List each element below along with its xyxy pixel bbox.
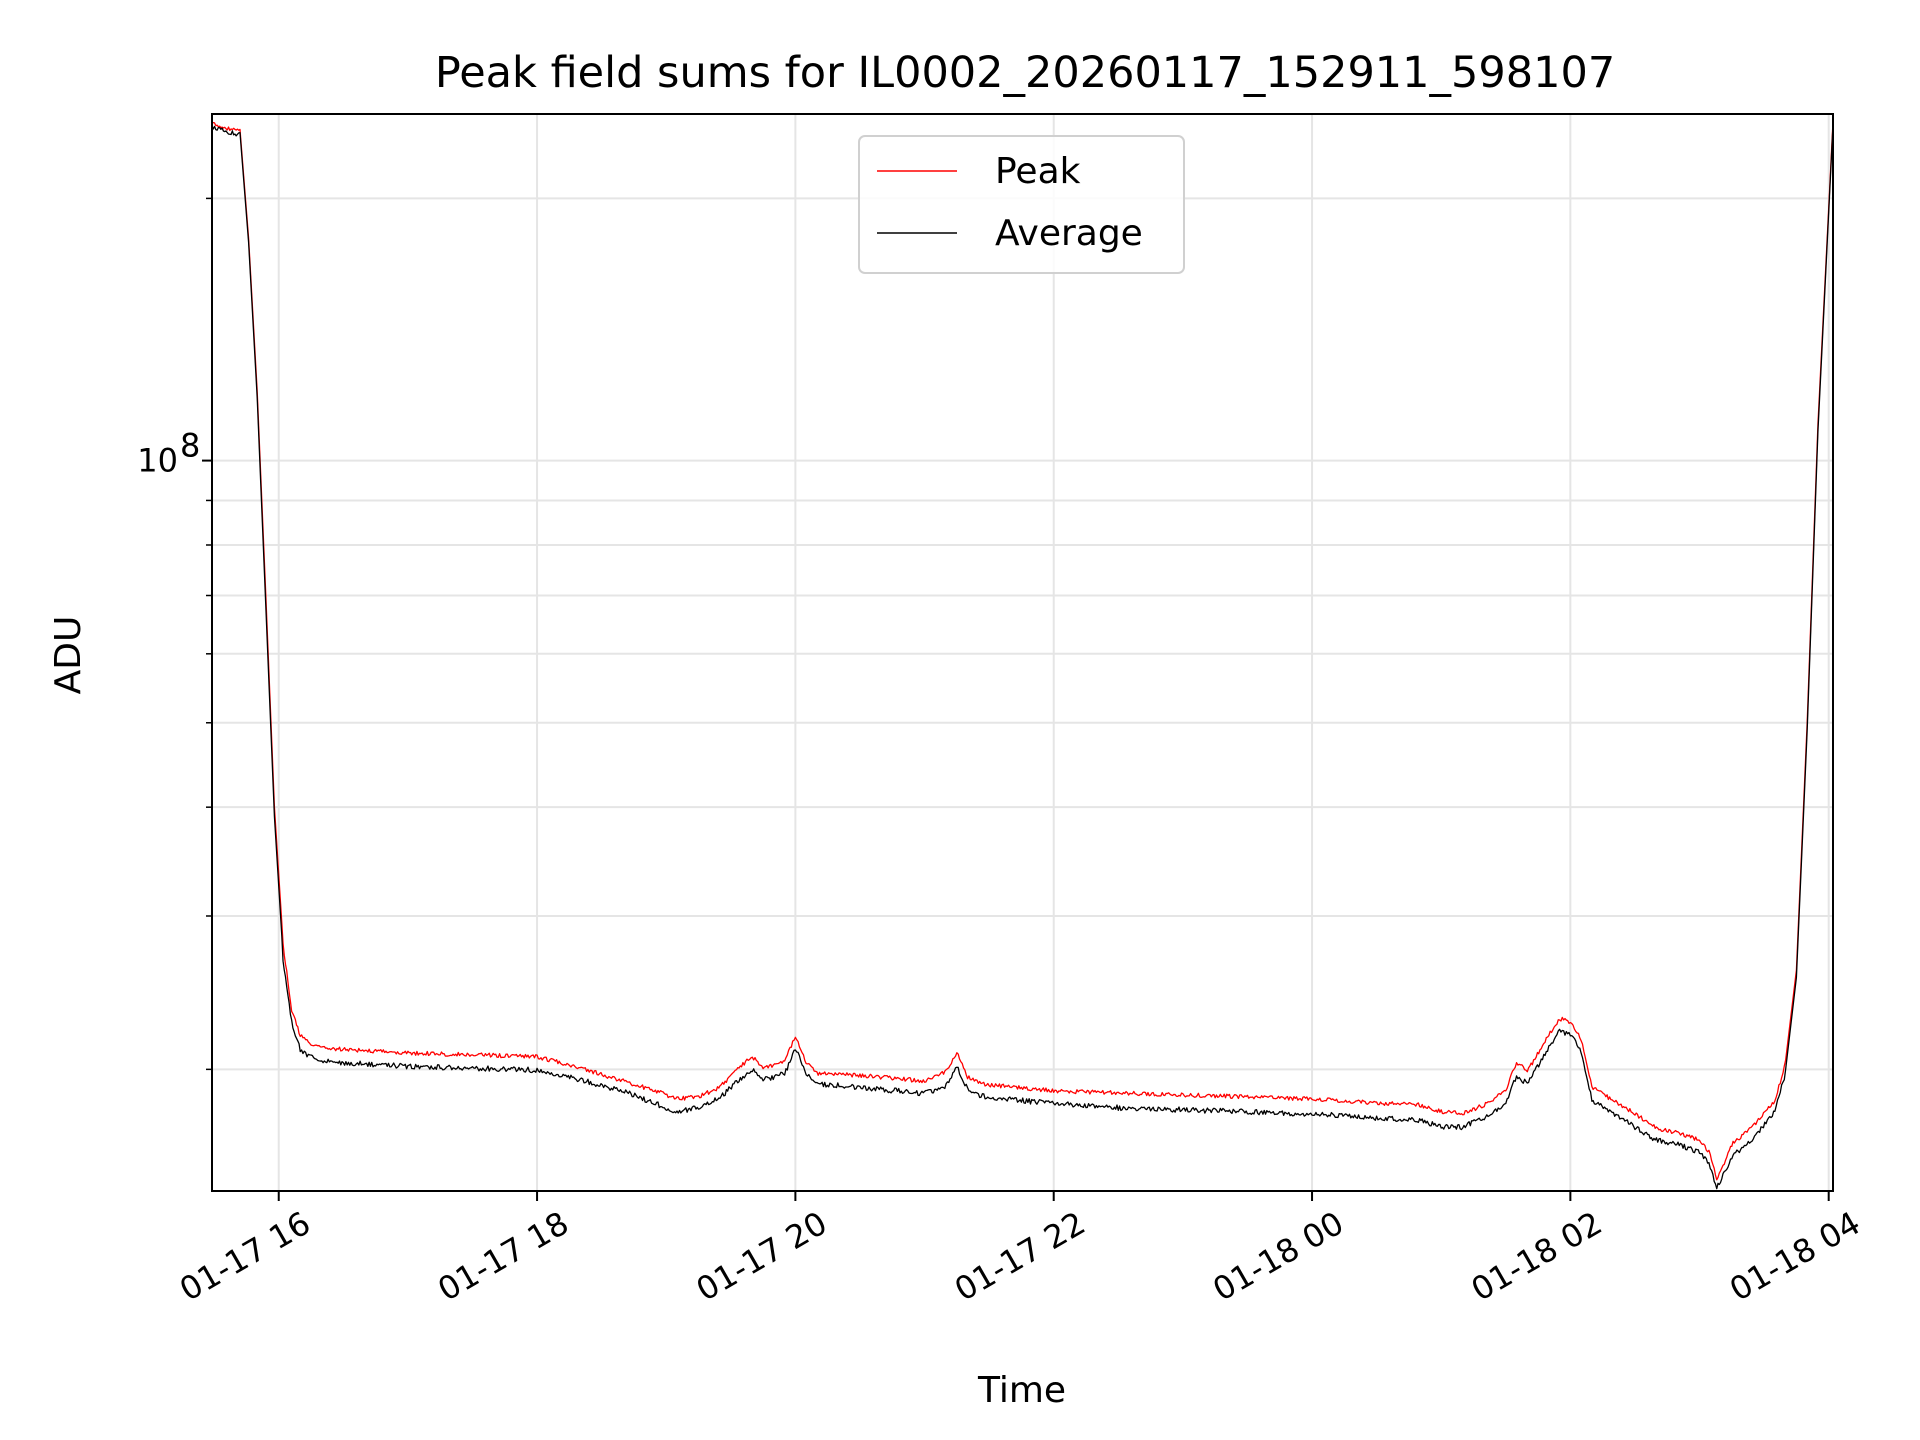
legend-label-average: Average — [995, 213, 1143, 254]
y-axis-ticks: 10 8 — [137, 197, 212, 1071]
series-lines — [211, 121, 1834, 1190]
y-tick-label: 10 — [137, 442, 178, 480]
y-tick-label-exponent: 8 — [180, 427, 200, 465]
legend: Peak Average — [858, 135, 1185, 274]
series-line-average — [211, 124, 1834, 1190]
chart-title: Peak field sums for IL0002_20260117_1529… — [435, 48, 1615, 98]
plot-frame — [211, 113, 1834, 1192]
x-axis-label: Time — [977, 1370, 1066, 1411]
series-line-peak — [211, 121, 1834, 1181]
legend-label-peak: Peak — [995, 151, 1081, 192]
y-axis-label: ADU — [48, 616, 89, 695]
